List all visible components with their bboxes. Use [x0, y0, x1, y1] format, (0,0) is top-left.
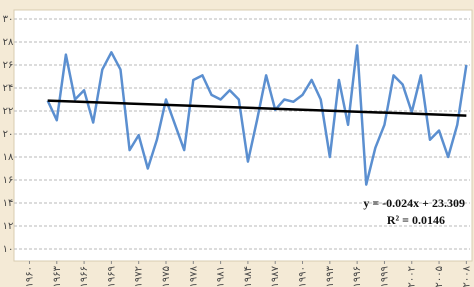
y-tick-label: ۱۸ — [3, 152, 14, 163]
x-tick-label: ۱۹۸۱ — [216, 266, 227, 287]
y-tick-label: ۲۰ — [3, 129, 14, 140]
x-tick-label: ۱۹۹۹ — [379, 266, 390, 287]
x-tick-label: ۱۹۹۶ — [352, 266, 363, 287]
y-tick-label: ۱۰ — [3, 244, 14, 255]
y-tick-label: ۲۲ — [3, 106, 14, 117]
y-tick-label: ۲۴ — [3, 83, 14, 94]
x-tick-label: ۱۹۷۲ — [134, 266, 145, 287]
x-tick-label: ۱۹۶۶ — [79, 266, 90, 287]
x-tick-label: ۱۹۹۳ — [325, 265, 336, 287]
x-tick-label: ۱۹۶۳ — [52, 265, 63, 287]
y-tick-label: ۱۲ — [3, 221, 14, 232]
trend-equation: y = -0.024x + 23.309 — [363, 196, 465, 210]
x-tick-label: ۱۹۹۰ — [298, 266, 309, 287]
x-tick-label: ۲۰۰۸ — [461, 265, 472, 287]
x-tick-label: ۱۹۸۷ — [270, 265, 281, 287]
y-tick-label: ۱۶ — [3, 175, 14, 186]
x-tick-label: ۱۹۷۸ — [188, 265, 199, 287]
x-tick-label: ۱۹۷۵ — [161, 266, 172, 287]
r-squared: R² = 0.0146 — [387, 213, 445, 227]
chart: y = -0.024x + 23.309 R² = 0.0146 ۱۰ ۱۲ ۱۴ ۱… — [0, 0, 474, 287]
x-tick-label: ۲۰۰۲ — [407, 266, 418, 287]
y-tick-label: ۲۸ — [3, 37, 14, 48]
y-tick-label: ۲۶ — [3, 60, 14, 71]
x-tick-label: ۱۹۶۹ — [106, 266, 117, 287]
y-tick-label: ۳۰ — [3, 14, 14, 25]
y-tick-label: ۱۴ — [3, 198, 14, 209]
x-tick-label: ۱۹۸۴ — [243, 266, 254, 287]
x-tick-label: ۲۰۰۵ — [434, 266, 445, 287]
x-tick-label: ۱۹۶۰ — [24, 266, 35, 287]
